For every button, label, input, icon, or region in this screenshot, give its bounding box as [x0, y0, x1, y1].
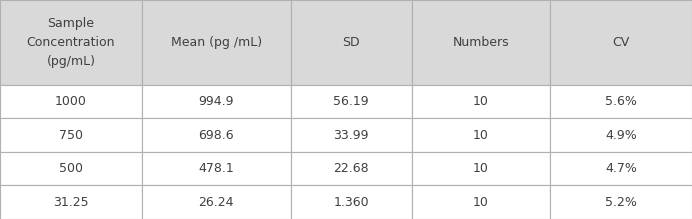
- FancyBboxPatch shape: [550, 0, 692, 85]
- Text: 56.19: 56.19: [334, 95, 369, 108]
- Text: 31.25: 31.25: [53, 196, 89, 209]
- Text: Mean (pg /mL): Mean (pg /mL): [171, 36, 262, 49]
- FancyBboxPatch shape: [142, 118, 291, 152]
- Text: 500: 500: [59, 162, 83, 175]
- Text: 10: 10: [473, 95, 489, 108]
- Text: 478.1: 478.1: [199, 162, 234, 175]
- FancyBboxPatch shape: [142, 0, 291, 85]
- FancyBboxPatch shape: [142, 152, 291, 185]
- Text: 10: 10: [473, 196, 489, 209]
- FancyBboxPatch shape: [291, 152, 412, 185]
- FancyBboxPatch shape: [0, 185, 142, 219]
- FancyBboxPatch shape: [550, 118, 692, 152]
- FancyBboxPatch shape: [0, 118, 142, 152]
- Text: 26.24: 26.24: [199, 196, 234, 209]
- FancyBboxPatch shape: [142, 185, 291, 219]
- FancyBboxPatch shape: [550, 85, 692, 118]
- Text: 994.9: 994.9: [199, 95, 234, 108]
- Text: 22.68: 22.68: [334, 162, 369, 175]
- FancyBboxPatch shape: [291, 0, 412, 85]
- FancyBboxPatch shape: [291, 118, 412, 152]
- FancyBboxPatch shape: [412, 152, 550, 185]
- Text: 698.6: 698.6: [199, 129, 234, 142]
- Text: 5.2%: 5.2%: [605, 196, 637, 209]
- FancyBboxPatch shape: [0, 0, 142, 85]
- FancyBboxPatch shape: [412, 0, 550, 85]
- Text: 750: 750: [59, 129, 83, 142]
- Text: 4.7%: 4.7%: [605, 162, 637, 175]
- Text: Numbers: Numbers: [453, 36, 509, 49]
- Text: 1000: 1000: [55, 95, 87, 108]
- Text: CV: CV: [612, 36, 630, 49]
- Text: 33.99: 33.99: [334, 129, 369, 142]
- FancyBboxPatch shape: [412, 185, 550, 219]
- FancyBboxPatch shape: [0, 85, 142, 118]
- FancyBboxPatch shape: [291, 85, 412, 118]
- FancyBboxPatch shape: [412, 85, 550, 118]
- FancyBboxPatch shape: [412, 118, 550, 152]
- FancyBboxPatch shape: [142, 85, 291, 118]
- FancyBboxPatch shape: [550, 152, 692, 185]
- Text: 5.6%: 5.6%: [605, 95, 637, 108]
- FancyBboxPatch shape: [0, 152, 142, 185]
- FancyBboxPatch shape: [550, 185, 692, 219]
- Text: 10: 10: [473, 129, 489, 142]
- Text: Sample
Concentration
(pg/mL): Sample Concentration (pg/mL): [27, 17, 115, 68]
- Text: 10: 10: [473, 162, 489, 175]
- Text: 4.9%: 4.9%: [606, 129, 637, 142]
- Text: 1.360: 1.360: [334, 196, 369, 209]
- Text: SD: SD: [343, 36, 360, 49]
- FancyBboxPatch shape: [291, 185, 412, 219]
